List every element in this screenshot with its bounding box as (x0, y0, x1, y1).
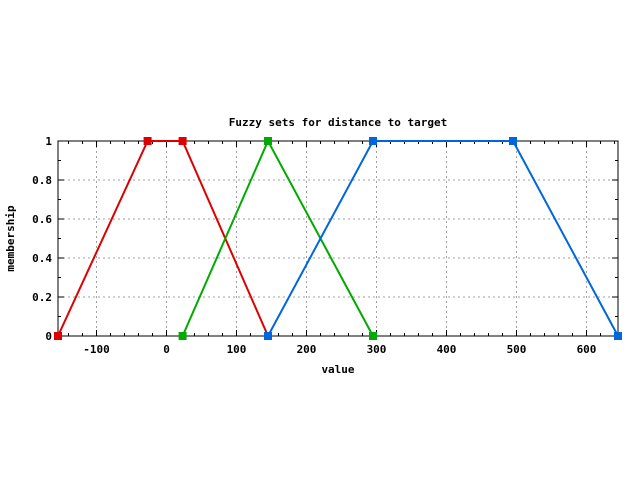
series-point-3 (614, 332, 622, 340)
y-tick-label: 0.4 (32, 252, 52, 265)
series-point-1 (143, 137, 152, 145)
x-tick-label: 500 (507, 343, 527, 356)
series-layer (54, 137, 622, 340)
x-tick-label: 400 (437, 343, 457, 356)
y-axis-label: membership (4, 205, 17, 272)
chart-title: Fuzzy sets for distance to target (229, 116, 448, 129)
series-line-3 (267, 140, 619, 337)
x-tick-label: 600 (577, 343, 597, 356)
y-tick-label: 0 (45, 330, 52, 343)
series-point-3 (264, 332, 272, 340)
x-tick-label: -100 (83, 343, 110, 356)
series-point-2 (369, 332, 377, 340)
y-tick-label: 1 (45, 135, 52, 148)
series-point-1 (54, 332, 62, 340)
x-axis-label: value (321, 363, 354, 376)
series-point-2 (178, 332, 187, 340)
x-tick-label: 100 (227, 343, 247, 356)
y-tick-label: 0.8 (32, 174, 52, 187)
y-tick-label: 0.2 (32, 291, 52, 304)
x-tick-label: 300 (367, 343, 387, 356)
x-tick-label: 0 (163, 343, 170, 356)
series-point-2 (264, 137, 272, 145)
x-tick-label: 200 (297, 343, 317, 356)
y-tick-label: 0.6 (32, 213, 52, 226)
series-point-1 (178, 137, 187, 145)
series-point-3 (369, 137, 377, 145)
tick-layer: -100 0 100 200 300 400 500 600 0 0.2 0.4 0.6 0.8 1 (32, 135, 618, 356)
series-point-3 (509, 137, 517, 145)
grid-layer (58, 141, 618, 336)
